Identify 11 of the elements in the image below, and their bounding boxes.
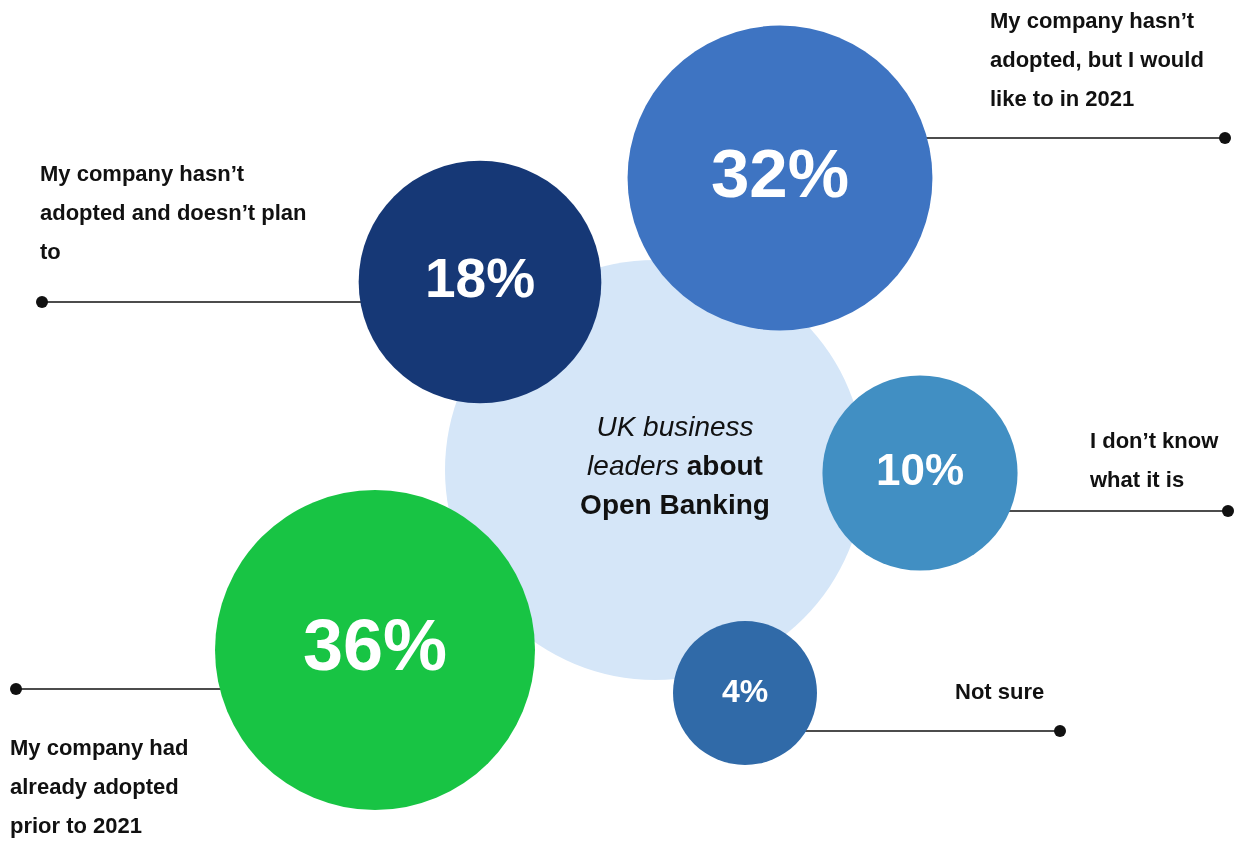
data-label: 10% xyxy=(875,445,965,495)
category-label: My company hasn’t adopted, but I would like to in 2021 xyxy=(990,8,1204,112)
data-label: 18% xyxy=(424,247,536,310)
data-label: 36% xyxy=(302,604,448,685)
category-label: My company hasn’t adopted and doesn’t plan to xyxy=(40,161,307,265)
category-label: Not sure xyxy=(955,679,1045,705)
data-label: 32% xyxy=(710,135,850,213)
data-label: 4% xyxy=(721,672,769,709)
category-label: I don’t know what it is xyxy=(1089,428,1220,493)
chart-title: UK business leaders about Open Banking xyxy=(580,410,770,520)
category-label: My company had already adopted prior to 2021 xyxy=(10,735,189,839)
